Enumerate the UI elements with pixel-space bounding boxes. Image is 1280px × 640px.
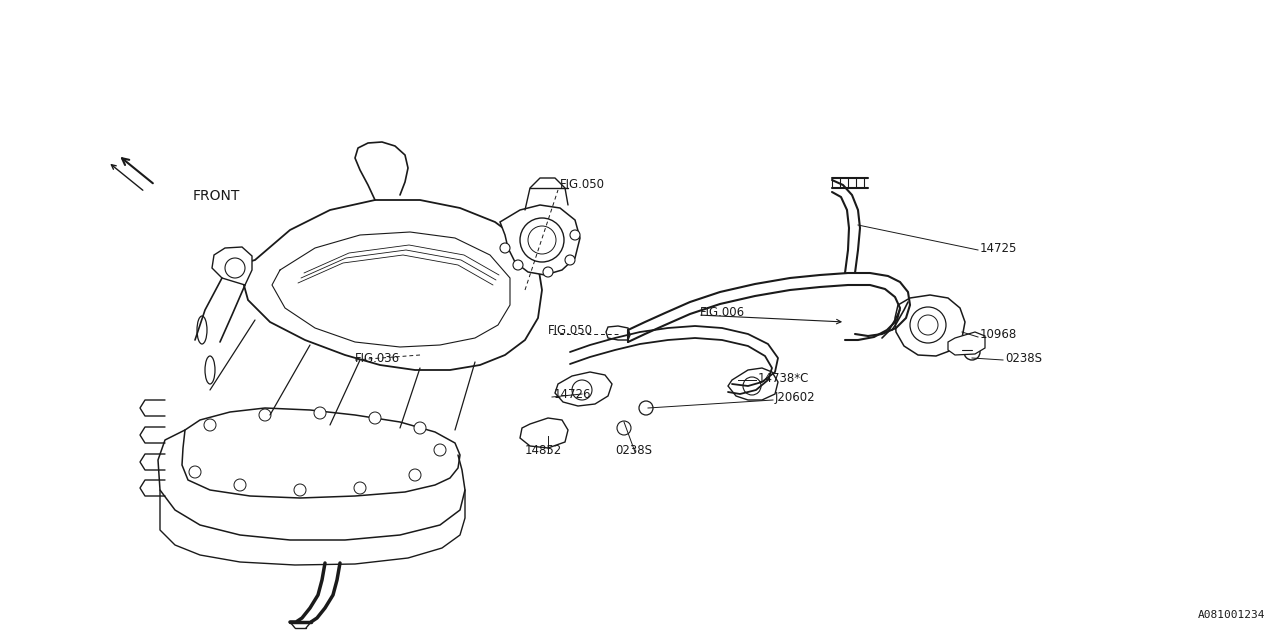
Circle shape xyxy=(369,412,381,424)
Circle shape xyxy=(500,243,509,253)
Circle shape xyxy=(413,422,426,434)
Circle shape xyxy=(918,315,938,335)
Circle shape xyxy=(410,469,421,481)
Polygon shape xyxy=(242,200,541,370)
Circle shape xyxy=(225,258,244,278)
Text: A081001234: A081001234 xyxy=(1198,610,1265,620)
Text: 0238S: 0238S xyxy=(614,444,652,456)
Polygon shape xyxy=(520,418,568,448)
Text: FIG.036: FIG.036 xyxy=(355,351,401,365)
Circle shape xyxy=(742,377,762,395)
Text: FIG.050: FIG.050 xyxy=(561,179,605,191)
Text: 14725: 14725 xyxy=(980,241,1018,255)
Circle shape xyxy=(520,218,564,262)
Text: 14738*C: 14738*C xyxy=(758,371,809,385)
Polygon shape xyxy=(212,247,252,285)
Polygon shape xyxy=(605,326,630,340)
Circle shape xyxy=(314,407,326,419)
Text: 0238S: 0238S xyxy=(1005,351,1042,365)
Text: FIG.006: FIG.006 xyxy=(700,305,745,319)
Text: FIG.050: FIG.050 xyxy=(548,323,593,337)
Polygon shape xyxy=(182,408,460,498)
Circle shape xyxy=(617,421,631,435)
Polygon shape xyxy=(728,368,778,400)
Circle shape xyxy=(910,307,946,343)
Circle shape xyxy=(355,482,366,494)
Circle shape xyxy=(204,419,216,431)
Circle shape xyxy=(564,255,575,265)
Circle shape xyxy=(543,267,553,277)
Polygon shape xyxy=(500,205,580,275)
Circle shape xyxy=(434,444,445,456)
Polygon shape xyxy=(895,295,965,356)
Ellipse shape xyxy=(197,316,207,344)
Circle shape xyxy=(513,260,524,270)
Circle shape xyxy=(189,466,201,478)
Ellipse shape xyxy=(205,356,215,384)
Text: 10968: 10968 xyxy=(980,328,1018,342)
Circle shape xyxy=(294,484,306,496)
Circle shape xyxy=(570,230,580,240)
Text: FRONT: FRONT xyxy=(193,189,241,203)
Text: 14726: 14726 xyxy=(554,388,591,401)
Circle shape xyxy=(964,344,980,360)
Circle shape xyxy=(234,479,246,491)
Text: J20602: J20602 xyxy=(774,392,815,404)
Circle shape xyxy=(259,409,271,421)
Polygon shape xyxy=(556,372,612,406)
Polygon shape xyxy=(948,332,986,355)
Text: 14852: 14852 xyxy=(525,444,562,456)
Circle shape xyxy=(639,401,653,415)
Circle shape xyxy=(572,380,591,400)
Circle shape xyxy=(529,226,556,254)
